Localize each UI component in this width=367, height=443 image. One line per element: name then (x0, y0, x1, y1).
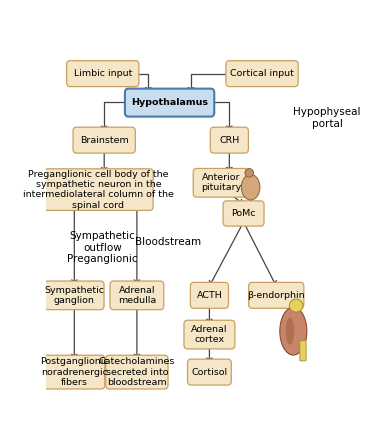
Text: Adrenal
cortex: Adrenal cortex (191, 325, 228, 344)
Text: Sympathetic
ganglion: Sympathetic ganglion (44, 286, 104, 305)
FancyBboxPatch shape (300, 341, 306, 361)
Text: Limbic input: Limbic input (73, 69, 132, 78)
FancyBboxPatch shape (44, 355, 105, 389)
FancyBboxPatch shape (125, 89, 214, 117)
Text: Catecholamines
secreted into
bloodstream: Catecholamines secreted into bloodstream (99, 357, 175, 387)
Text: Brainstem: Brainstem (80, 136, 128, 145)
Text: Preganglionic cell body of the
sympathetic neuron in the
intermediolateral colum: Preganglionic cell body of the sympathet… (23, 170, 174, 210)
FancyBboxPatch shape (106, 355, 168, 389)
FancyBboxPatch shape (67, 61, 139, 86)
FancyBboxPatch shape (44, 169, 153, 210)
FancyBboxPatch shape (210, 127, 248, 153)
Text: PoMc: PoMc (231, 209, 256, 218)
Text: Hypophyseal
portal: Hypophyseal portal (293, 107, 361, 129)
FancyBboxPatch shape (184, 320, 235, 349)
Text: ACTH: ACTH (197, 291, 222, 300)
FancyBboxPatch shape (223, 201, 264, 226)
Ellipse shape (241, 175, 260, 200)
Text: Cortical input: Cortical input (230, 69, 294, 78)
Text: Adrenal
medulla: Adrenal medulla (118, 286, 156, 305)
FancyBboxPatch shape (249, 282, 304, 308)
FancyBboxPatch shape (110, 281, 164, 310)
Text: β-endorphin: β-endorphin (247, 291, 305, 300)
FancyBboxPatch shape (226, 61, 298, 86)
Ellipse shape (289, 299, 303, 312)
FancyBboxPatch shape (190, 282, 229, 308)
Text: Anterior
pituitary: Anterior pituitary (201, 173, 241, 192)
FancyBboxPatch shape (45, 281, 104, 310)
Text: Postganglionic
noradrenergic
fibers: Postganglionic noradrenergic fibers (40, 357, 109, 387)
Ellipse shape (245, 169, 254, 177)
Text: Hypothalamus: Hypothalamus (131, 98, 208, 107)
Text: Cortisol: Cortisol (191, 368, 228, 377)
FancyBboxPatch shape (73, 127, 135, 153)
Text: CRH: CRH (219, 136, 239, 145)
FancyBboxPatch shape (193, 168, 248, 197)
FancyBboxPatch shape (188, 359, 231, 385)
Text: Bloodstream: Bloodstream (135, 237, 201, 248)
Text: Sympathetic
outflow
Preganglionic: Sympathetic outflow Preganglionic (68, 231, 138, 264)
Ellipse shape (286, 318, 294, 345)
Ellipse shape (280, 307, 307, 355)
